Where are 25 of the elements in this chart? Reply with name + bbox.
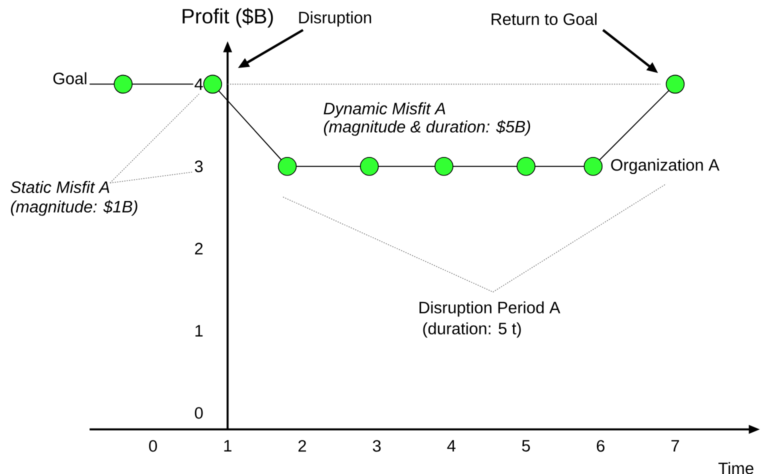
x-tick-label: 1 <box>224 440 232 452</box>
y-tick-label: 3 <box>194 160 203 172</box>
annotation: Disruption Period A <box>420 301 560 317</box>
x-tick-label: 3 <box>372 440 381 452</box>
text: Return to Goal <box>492 12 597 26</box>
x-tick-label: 6 <box>596 440 604 452</box>
series-label: Organization A <box>611 158 720 174</box>
series-label: Goal <box>53 72 86 84</box>
x-tick-label: 7 <box>671 440 679 452</box>
annotation: (magnitude & duration: $5B) <box>324 120 530 136</box>
y-tick-label: 4 <box>194 78 203 90</box>
x-axis-title: Time <box>718 462 754 474</box>
y-tick-label: 1 <box>195 325 203 336</box>
annotation: Dynamic Misfit A <box>324 102 446 118</box>
annotation: (duration: 5 t) <box>423 322 521 338</box>
y-axis-title: Profit ($B) <box>182 8 273 28</box>
x-tick-label: 2 <box>298 440 306 452</box>
x-tick-label: 5 <box>522 440 530 452</box>
y-tick-label: 2 <box>195 242 203 254</box>
x-tick-label: 4 <box>447 440 456 452</box>
annotation: (magnitude: $1B) <box>10 200 138 216</box>
y-tick-label: 0 <box>194 407 203 419</box>
annotation: Static Misfit A <box>10 180 110 194</box>
x-tick-label: 0 <box>149 440 157 452</box>
text: Disruption <box>299 11 372 27</box>
